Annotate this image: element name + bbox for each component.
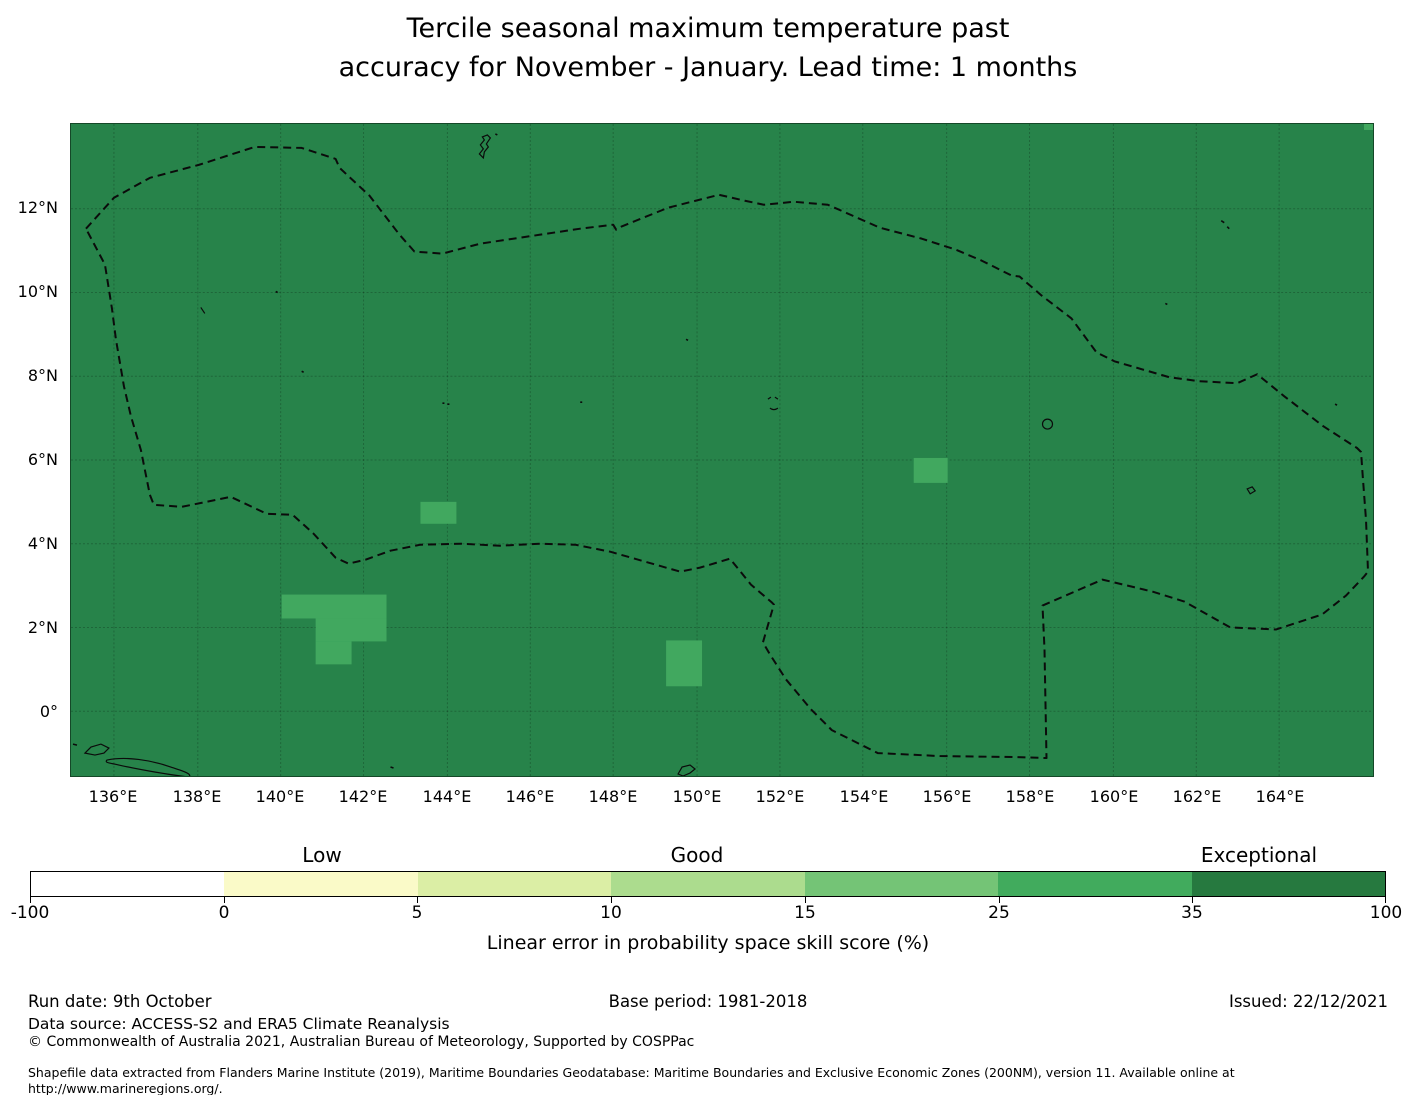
yapen-island-outline — [105, 757, 191, 776]
highlight-cell — [420, 501, 457, 524]
highlight-cell — [315, 641, 352, 665]
colorbar-tick-label: 35 — [1181, 903, 1203, 923]
lon-tick-label: 146°E — [505, 787, 555, 806]
colorbar-tick — [611, 897, 612, 903]
lon-tick-label: 136°E — [88, 787, 138, 806]
colorbar-segment — [224, 872, 418, 896]
colorbar-tick-label: 5 — [411, 903, 423, 923]
small-islands-outline — [677, 764, 697, 776]
yap-island-mark — [200, 307, 206, 314]
colorbar-tick — [417, 897, 418, 903]
colorbar-segment — [417, 872, 612, 896]
lat-tick-label: 2°N — [27, 618, 58, 637]
colorbar — [30, 871, 1386, 897]
footer-data-source: Data source: ACCESS-S2 and ERA5 Climate … — [28, 1015, 450, 1033]
colorbar-tick-label: 25 — [988, 903, 1010, 923]
eez-boundary — [84, 145, 1370, 760]
lat-tick-label: 10°N — [17, 282, 58, 301]
island-coastlines — [72, 133, 1338, 776]
lon-tick-label: 154°E — [839, 787, 889, 806]
colorbar-segment — [1191, 872, 1385, 896]
lat-tick-label: 0° — [39, 702, 58, 721]
pohnpei-atoll-outline — [1041, 418, 1054, 430]
colorbar-caption: Linear error in probability space skill … — [486, 932, 930, 954]
colorbar-segment — [998, 872, 1192, 896]
colorbar-tick — [1192, 897, 1193, 903]
footer-issued: Issued: 22/12/2021 — [1228, 992, 1388, 1011]
highlight-cells — [281, 124, 1373, 687]
lon-tick-label: 156°E — [922, 787, 972, 806]
lon-tick-label: 150°E — [672, 787, 722, 806]
colorbar-category-exceptional: Exceptional — [1200, 843, 1318, 867]
colorbar-tick-label: -100 — [10, 903, 50, 923]
colorbar-category-good: Good — [670, 843, 724, 867]
highlight-cell — [281, 594, 387, 619]
minor-island-dots — [72, 133, 1338, 769]
lon-tick-label: 140°E — [255, 787, 305, 806]
colorbar-segment — [804, 872, 999, 896]
colorbar-segment — [31, 872, 225, 896]
colorbar-tick — [224, 897, 225, 903]
lon-tick-label: 144°E — [422, 787, 472, 806]
lon-tick-label: 148°E — [588, 787, 638, 806]
map-plot-area — [70, 123, 1374, 777]
colorbar-tick-label: 15 — [794, 903, 816, 923]
colorbar-tick-label: 100 — [1369, 903, 1403, 923]
colorbar-tick — [1385, 897, 1386, 903]
map-svg — [71, 124, 1373, 776]
lon-tick-label: 162°E — [1172, 787, 1222, 806]
colorbar-segment — [611, 872, 805, 896]
footer-copyright: © Commonwealth of Australia 2021, Austra… — [28, 1034, 695, 1050]
highlight-cell — [1364, 124, 1373, 130]
highlight-cell — [666, 640, 703, 687]
footer-base-period: Base period: 1981-2018 — [608, 992, 808, 1011]
lon-tick-label: 164°E — [1255, 787, 1305, 806]
lat-tick-label: 6°N — [27, 450, 58, 469]
page-title-line2: accuracy for November - January. Lead ti… — [338, 52, 1078, 83]
colorbar-tick — [999, 897, 1000, 903]
highlight-cell — [315, 618, 387, 642]
colorbar-category-low: Low — [302, 843, 342, 867]
lat-tick-label: 4°N — [27, 534, 58, 553]
page-title-line1: Tercile seasonal maximum temperature pas… — [406, 13, 1010, 44]
lat-tick-label: 12°N — [17, 198, 58, 217]
lon-tick-label: 138°E — [172, 787, 222, 806]
lon-tick-label: 160°E — [1089, 787, 1139, 806]
footer-run-date: Run date: 9th October — [28, 992, 212, 1011]
colorbar-tick-label: 0 — [218, 903, 230, 923]
lat-tick-label: 8°N — [27, 366, 58, 385]
guam-island-outline — [478, 134, 492, 160]
lon-tick-label: 142°E — [338, 787, 388, 806]
footer-shapefile-credit: Shapefile data extracted from Flanders M… — [28, 1065, 1235, 1095]
highlight-cell — [913, 457, 948, 483]
kosrae-island-outline — [1246, 486, 1257, 495]
biak-island-outline — [83, 743, 110, 756]
lon-tick-label: 158°E — [1005, 787, 1055, 806]
colorbar-tick — [805, 897, 806, 903]
colorbar-tick-label: 10 — [600, 903, 622, 923]
lon-tick-label: 152°E — [755, 787, 805, 806]
chuuk-atoll-marks — [767, 396, 779, 411]
grid-lines — [71, 124, 1373, 776]
colorbar-tick — [30, 897, 31, 903]
